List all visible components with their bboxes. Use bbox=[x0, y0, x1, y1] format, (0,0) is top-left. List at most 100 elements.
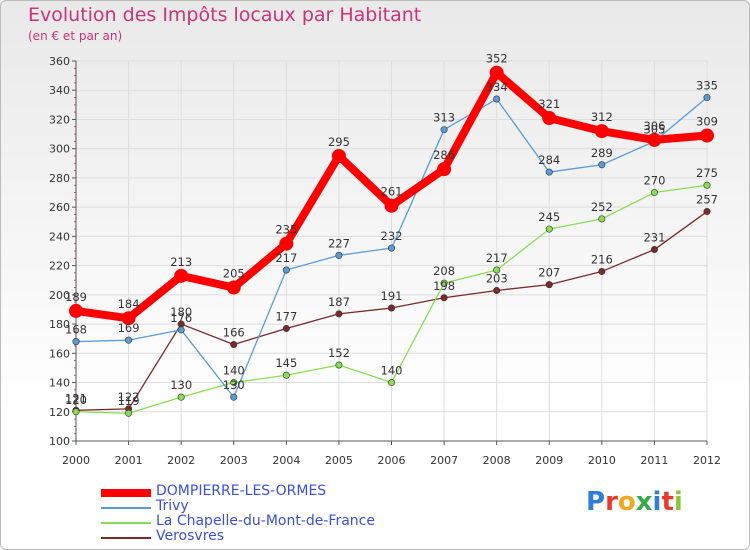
data-point bbox=[598, 267, 606, 275]
point-label: 189 bbox=[65, 290, 87, 304]
point-label: 121 bbox=[65, 391, 87, 405]
axes: 100 120 140 160 180 200 220 240 260 280 300 320 340 3… bbox=[49, 55, 721, 467]
x-tick-label: 2011 bbox=[640, 454, 668, 467]
data-point bbox=[230, 393, 238, 401]
point-label: 198 bbox=[433, 279, 455, 293]
point-label: 130 bbox=[170, 378, 192, 392]
point-labels: 189 184 213 205 235 295 261 286 352 321 312 306 309 1… bbox=[65, 52, 718, 409]
data-point bbox=[282, 324, 290, 332]
point-label: 180 bbox=[170, 305, 192, 319]
data-point bbox=[594, 124, 609, 139]
data-point bbox=[387, 379, 395, 387]
x-tick-label: 2000 bbox=[62, 454, 90, 467]
data-point bbox=[440, 294, 448, 302]
point-label: 176 bbox=[170, 311, 192, 325]
data-point bbox=[226, 280, 241, 295]
point-label: 245 bbox=[538, 210, 560, 224]
logo-letter: i bbox=[652, 487, 662, 517]
point-label: 213 bbox=[170, 255, 192, 269]
data-point bbox=[703, 94, 711, 102]
y-tick-label: 280 bbox=[49, 172, 70, 185]
point-label: 169 bbox=[118, 321, 140, 335]
point-label: 235 bbox=[275, 223, 297, 237]
data-point bbox=[387, 304, 395, 312]
data-point bbox=[335, 251, 343, 259]
legend-swatch bbox=[101, 537, 151, 539]
y-tick-label: 240 bbox=[49, 230, 70, 243]
point-label: 120 bbox=[65, 393, 87, 407]
point-label: 313 bbox=[433, 111, 455, 125]
point-label: 184 bbox=[118, 297, 140, 311]
data-point bbox=[335, 361, 343, 369]
point-label: 130 bbox=[223, 378, 245, 392]
point-label: 168 bbox=[65, 323, 87, 337]
data-point bbox=[598, 215, 606, 223]
x-tick-label: 2007 bbox=[430, 454, 458, 467]
point-label: 286 bbox=[433, 148, 455, 162]
data-point bbox=[493, 266, 501, 274]
data-point bbox=[230, 341, 238, 349]
legend-swatch bbox=[101, 489, 151, 497]
point-label: 335 bbox=[696, 79, 718, 93]
point-label: 275 bbox=[696, 166, 718, 180]
point-label: 231 bbox=[643, 231, 665, 245]
logo-letter: P bbox=[586, 487, 606, 517]
logo-letter: x bbox=[635, 487, 653, 517]
chart-subtitle: (en € et par an) bbox=[28, 29, 123, 43]
data-point bbox=[230, 379, 238, 387]
point-label: 140 bbox=[381, 364, 403, 378]
point-label: 321 bbox=[538, 97, 560, 111]
x-tick-label: 2001 bbox=[115, 454, 143, 467]
y-tick-label: 260 bbox=[49, 201, 70, 214]
data-point bbox=[703, 208, 711, 216]
data-point bbox=[650, 189, 658, 197]
data-point bbox=[703, 181, 711, 189]
point-label: 203 bbox=[486, 271, 508, 285]
point-label: 140 bbox=[223, 364, 245, 378]
data-point bbox=[72, 338, 80, 346]
point-label: 257 bbox=[696, 193, 718, 207]
point-label: 270 bbox=[643, 174, 665, 188]
x-tick-label: 2003 bbox=[220, 454, 248, 467]
x-tick-label: 2009 bbox=[535, 454, 563, 467]
data-point bbox=[384, 198, 399, 213]
point-label: 119 bbox=[118, 394, 140, 408]
data-point bbox=[545, 168, 553, 176]
point-label: 252 bbox=[591, 200, 613, 214]
point-label: 191 bbox=[381, 289, 403, 303]
point-label: 187 bbox=[328, 295, 350, 309]
y-tick-label: 320 bbox=[49, 113, 70, 126]
legend-label: Trivy bbox=[156, 498, 189, 514]
data-point bbox=[282, 266, 290, 274]
data-point bbox=[650, 246, 658, 254]
point-label: 312 bbox=[591, 110, 613, 124]
data-point bbox=[125, 409, 133, 417]
legend-swatch bbox=[101, 507, 151, 509]
y-tick-label: 180 bbox=[49, 318, 70, 331]
y-tick-label: 300 bbox=[49, 143, 70, 156]
data-point bbox=[598, 161, 606, 169]
x-tick-label: 2004 bbox=[272, 454, 300, 467]
point-label: 217 bbox=[486, 251, 508, 265]
point-label: 205 bbox=[223, 267, 245, 281]
data-point bbox=[437, 162, 452, 177]
series-lines bbox=[69, 65, 714, 417]
data-point bbox=[174, 268, 189, 283]
data-point bbox=[121, 311, 136, 326]
y-tick-label: 220 bbox=[49, 260, 70, 273]
point-label: 217 bbox=[275, 251, 297, 265]
point-label: 295 bbox=[328, 135, 350, 149]
point-label: 306 bbox=[643, 119, 665, 133]
point-label: 166 bbox=[223, 326, 245, 340]
data-point bbox=[489, 65, 504, 80]
point-label: 152 bbox=[328, 346, 350, 360]
y-tick-label: 100 bbox=[49, 435, 70, 448]
proxiti-logo: Proxiti bbox=[586, 487, 683, 517]
logo-letter: i bbox=[673, 487, 683, 517]
data-point bbox=[387, 244, 395, 252]
y-tick-label: 120 bbox=[49, 406, 70, 419]
legend-item: La Chapelle-du-Mont-de-France bbox=[101, 513, 431, 530]
point-label: 261 bbox=[381, 185, 403, 199]
y-tick-label: 200 bbox=[49, 289, 70, 302]
